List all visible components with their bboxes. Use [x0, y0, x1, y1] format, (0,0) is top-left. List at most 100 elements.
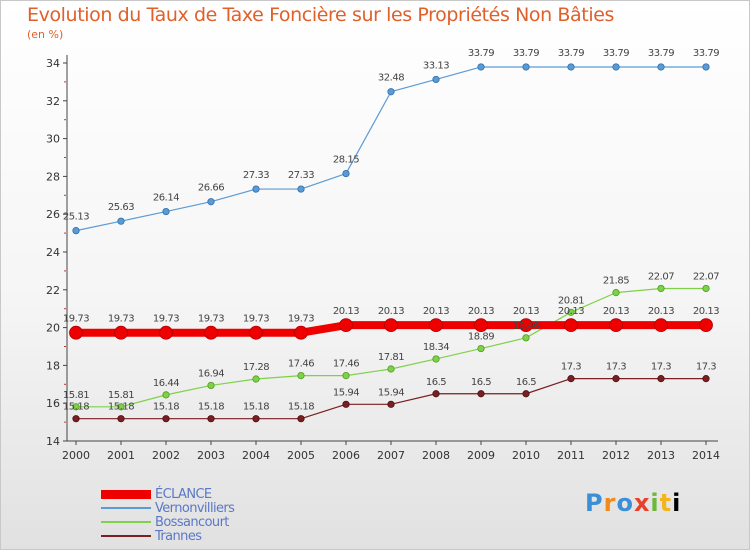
- data-point: [69, 325, 83, 340]
- data-point: [294, 325, 308, 340]
- data-point: [657, 284, 665, 293]
- legend-item: Vernonvilliers: [101, 500, 235, 516]
- data-point: [297, 185, 305, 193]
- legend-swatch: [101, 489, 151, 499]
- logo-letter: o: [616, 489, 634, 517]
- y-tick-label: 24: [46, 246, 60, 259]
- legend-item: ÉCLANCE: [101, 487, 234, 501]
- data-point: [72, 227, 80, 235]
- data-label: 17.46: [333, 359, 359, 370]
- data-point: [252, 415, 260, 423]
- y-tick-label: 32: [46, 95, 60, 108]
- data-point: [162, 415, 170, 423]
- data-label: 15.18: [288, 402, 314, 413]
- data-point: [432, 355, 440, 363]
- legend-swatch: [101, 507, 151, 509]
- legend-label: Trannes: [155, 528, 202, 544]
- data-point: [702, 63, 710, 71]
- logo-letter: r: [603, 489, 617, 517]
- legend-item: Trannes: [101, 529, 234, 543]
- data-label: 22.07: [693, 271, 719, 282]
- data-point: [654, 318, 668, 333]
- y-tick-label: 34: [46, 57, 60, 70]
- data-label: 18.89: [468, 332, 494, 343]
- logo-letter: i: [650, 489, 660, 517]
- y-tick-label: 20: [46, 322, 60, 335]
- y-tick-label: 28: [46, 170, 60, 183]
- data-label: 19.73: [108, 314, 134, 325]
- data-point: [474, 318, 488, 333]
- data-label: 33.79: [468, 48, 494, 59]
- data-point: [117, 217, 125, 225]
- data-point: [477, 344, 485, 353]
- data-label: 15.18: [243, 402, 269, 413]
- data-label: 15.18: [198, 402, 224, 413]
- data-label: 19.73: [198, 314, 224, 325]
- data-point: [162, 207, 170, 216]
- data-label: 19.46: [513, 321, 539, 332]
- data-label: 16.94: [198, 368, 224, 379]
- x-tick-label: 2005: [287, 449, 315, 462]
- data-label: 33.13: [423, 60, 449, 71]
- data-point: [387, 400, 395, 408]
- data-label: 27.33: [243, 170, 269, 181]
- y-tick-label: 30: [46, 133, 60, 146]
- data-point: [72, 403, 80, 411]
- data-point: [612, 289, 620, 297]
- data-point: [429, 318, 443, 333]
- data-point: [252, 375, 260, 383]
- data-point: [204, 325, 218, 340]
- data-point: [522, 63, 530, 71]
- data-label: 19.73: [153, 314, 179, 325]
- data-point: [384, 318, 398, 333]
- data-point: [432, 390, 440, 398]
- data-point: [477, 390, 485, 398]
- series-2: [72, 284, 710, 411]
- data-point: [342, 400, 350, 408]
- x-tick-label: 2011: [557, 449, 585, 462]
- data-label: 22.07: [648, 271, 674, 282]
- y-tick-label: 16: [46, 397, 60, 410]
- x-tick-label: 2006: [332, 449, 360, 462]
- x-tick-label: 2014: [692, 449, 720, 462]
- data-point: [567, 308, 575, 316]
- data-point: [522, 334, 530, 342]
- legend-swatch: [101, 535, 151, 537]
- data-label: 20.13: [378, 306, 404, 317]
- data-label: 33.79: [513, 48, 539, 59]
- data-point: [522, 390, 530, 398]
- data-point: [339, 318, 353, 333]
- data-point: [342, 372, 350, 380]
- data-point: [207, 381, 215, 390]
- data-label: 27.33: [288, 170, 314, 181]
- data-point: [612, 63, 620, 71]
- data-label: 28.15: [333, 155, 359, 166]
- data-label: 15.81: [63, 390, 89, 401]
- data-label: 19.73: [63, 314, 89, 325]
- legend-label: Bossancourt: [155, 514, 229, 530]
- logo-letter: i: [672, 489, 682, 517]
- data-label: 17.3: [651, 362, 671, 373]
- x-tick-label: 2008: [422, 449, 450, 462]
- series-3: [72, 375, 710, 423]
- data-point: [114, 325, 128, 340]
- data-label: 20.13: [693, 306, 719, 317]
- data-label: 16.5: [426, 377, 446, 388]
- data-label: 17.81: [378, 352, 404, 363]
- data-label: 25.63: [108, 202, 134, 213]
- data-label: 15.94: [378, 387, 404, 398]
- x-tick-label: 2012: [602, 449, 630, 462]
- data-label: 15.94: [333, 387, 359, 398]
- data-label: 33.79: [558, 48, 584, 59]
- data-point: [564, 318, 578, 333]
- x-tick-label: 2001: [107, 449, 135, 462]
- x-tick-label: 2002: [152, 449, 180, 462]
- legend-label: Vernonvilliers: [155, 500, 235, 516]
- data-label: 25.13: [63, 212, 89, 223]
- series-0: [69, 318, 713, 340]
- data-label: 15.18: [63, 402, 89, 413]
- x-tick-label: 2004: [242, 449, 270, 462]
- data-point: [657, 375, 665, 383]
- logo-letter: t: [659, 489, 673, 517]
- data-point: [477, 63, 485, 71]
